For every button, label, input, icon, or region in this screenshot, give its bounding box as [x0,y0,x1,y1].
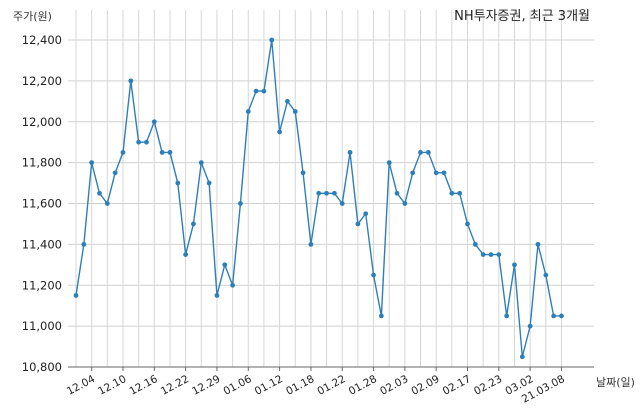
data-point [371,272,376,278]
data-point [519,354,525,360]
data-point [394,190,400,196]
price-series-line [75,39,562,357]
x-tick-label: 12.04 [65,373,97,398]
data-point [97,190,102,196]
price-series-points [73,37,564,360]
data-point [269,37,275,43]
x-tick-label: 01.18 [284,373,316,398]
data-point [363,211,369,217]
data-point [402,201,408,206]
x-tick-label: 02.23 [472,373,504,398]
data-point [230,282,236,288]
y-tick-label: 10,800 [22,360,62,374]
data-point [324,190,329,196]
data-point [238,201,243,206]
data-point [73,293,79,298]
y-tick-label: 12,000 [22,115,62,129]
data-point [285,98,290,104]
data-point [512,262,517,268]
x-tick-label: 01.22 [315,373,347,398]
data-point [245,109,251,114]
data-point [347,150,353,155]
data-point [457,190,463,196]
data-point [89,160,95,166]
data-point [120,150,126,155]
data-point [128,78,134,84]
data-point [222,262,228,268]
data-point [339,201,345,206]
data-point [472,241,478,247]
chart-title: NH투자증권, 최근 3개월 [454,9,590,24]
data-point [449,190,455,196]
data-point [253,88,259,94]
x-tick-label: 02.09 [409,373,441,398]
data-point [81,241,87,247]
x-tick-label: 12.22 [159,373,191,398]
x-axis-label: 날짜(일) [596,375,635,389]
x-axis-ticks: 12.04 12.10 12.16 12.22 12.29 01.06 01.12 01.18… [65,367,567,406]
data-point [277,129,282,135]
data-point [316,190,322,196]
data-point [425,150,431,155]
x-tick-label: 02.17 [441,373,473,398]
data-point [433,170,439,176]
data-point [527,323,533,329]
y-tick-label: 11,800 [22,156,62,170]
data-point [308,241,314,247]
data-point [559,313,564,319]
data-point [175,180,181,186]
y-axis-label: 주가(원) [13,10,52,23]
data-point [151,119,157,125]
x-tick-label: 12.16 [128,373,160,398]
data-point [214,293,220,298]
y-tick-label: 12,400 [22,33,62,47]
x-tick-label: 01.12 [253,373,285,398]
data-point [386,160,392,166]
data-point [410,170,416,176]
y-axis-ticks: 10,800 11,000 11,200 11,400 11,600 11,800 12,0… [22,33,62,374]
data-point [465,221,470,227]
data-point [167,150,173,155]
y-tick-label: 12,200 [22,74,62,88]
data-point [159,150,165,155]
x-tick-label: 01.06 [221,373,253,398]
data-point [300,170,306,176]
y-tick-label: 11,200 [22,278,62,292]
data-point [104,201,110,206]
data-point [144,139,149,145]
data-point [292,109,298,114]
data-point [551,313,557,319]
data-point [535,241,541,247]
data-point [496,252,502,257]
x-tick-label: 01.28 [347,373,379,398]
data-point [543,272,549,278]
data-point [136,139,142,145]
data-point [198,160,204,166]
data-point [206,180,212,186]
x-tick-label: 12.29 [190,373,222,398]
data-point [378,313,384,319]
data-point [112,170,118,176]
y-tick-label: 11,600 [22,197,62,211]
data-point [480,252,486,257]
data-point [191,221,196,227]
data-point [331,190,337,196]
data-point [504,313,510,319]
grid-lines [68,10,594,368]
data-point [183,252,189,257]
x-tick-label: 12.10 [96,373,128,398]
y-tick-label: 11,000 [22,319,62,333]
data-point [261,88,267,94]
data-point [441,170,447,176]
data-point [488,252,494,257]
x-tick-label: 02.03 [378,373,410,398]
data-point [355,221,361,227]
y-tick-label: 11,400 [22,237,62,251]
data-point [418,150,423,155]
